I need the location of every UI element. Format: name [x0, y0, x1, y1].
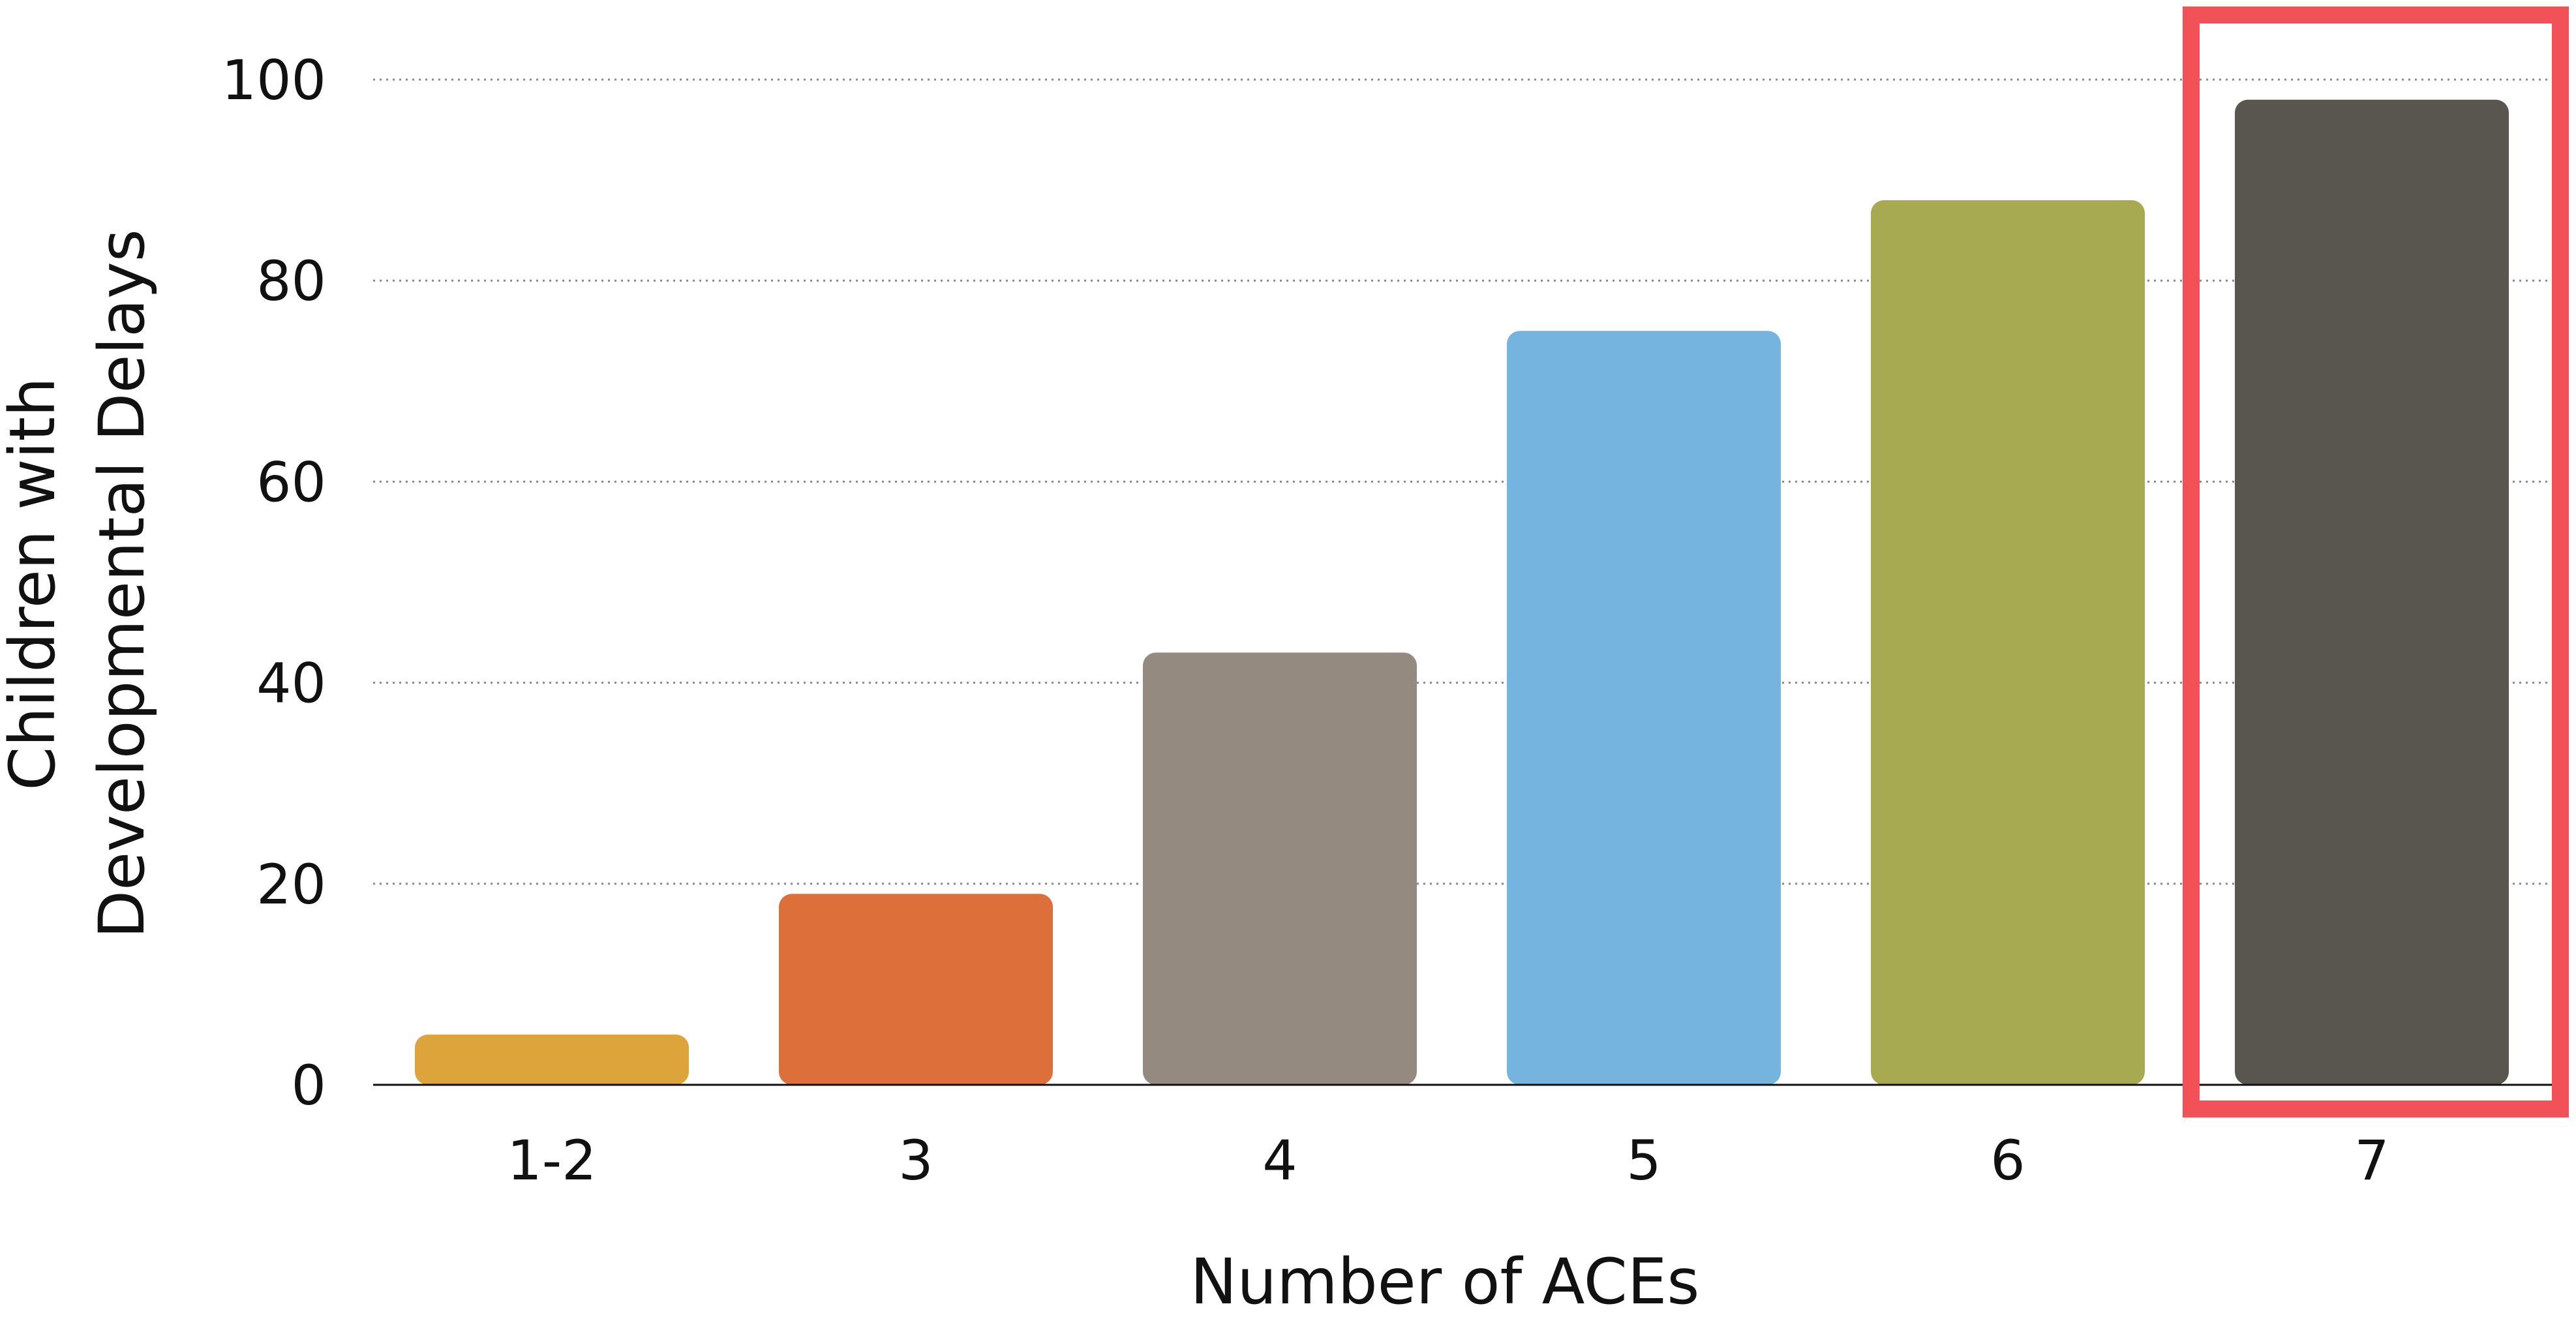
y-tick-label: 20 — [256, 853, 326, 917]
y-axis-title-line: Children with — [0, 377, 69, 791]
bars — [415, 99, 2509, 1085]
bar-3 — [779, 894, 1053, 1085]
x-tick-label: 4 — [1262, 1129, 1297, 1192]
highlight-layer — [2183, 7, 2569, 1117]
x-tick-label: 6 — [1990, 1129, 2025, 1192]
axis-labels: 0 20 40 60 80 100 1-2 3 4 5 6 7 Number of ACEs Childr… — [0, 48, 2389, 1318]
y-tick-label: 80 — [256, 249, 326, 313]
bar-1-2 — [415, 1034, 689, 1085]
y-tick-label: 60 — [256, 450, 326, 514]
gridlines — [373, 78, 2557, 885]
y-tick-label: 0 — [292, 1054, 326, 1117]
x-tick-label: 5 — [1626, 1129, 1661, 1192]
highlight-box — [2183, 7, 2569, 1117]
x-tick-label: 7 — [2354, 1129, 2389, 1192]
y-tick-label: 40 — [256, 652, 326, 716]
x-axis-title: Number of ACEs — [1190, 1245, 1700, 1316]
x-tick-label: 3 — [898, 1129, 933, 1192]
y-tick-label: 100 — [222, 48, 326, 112]
bar-7 — [2235, 99, 2509, 1085]
bar-4 — [1143, 652, 1417, 1085]
bar-6 — [1871, 200, 2145, 1085]
y-axis-title-line: Developmental Delays — [85, 229, 159, 939]
bar-5 — [1507, 331, 1781, 1085]
x-tick-label: 1-2 — [507, 1129, 596, 1192]
